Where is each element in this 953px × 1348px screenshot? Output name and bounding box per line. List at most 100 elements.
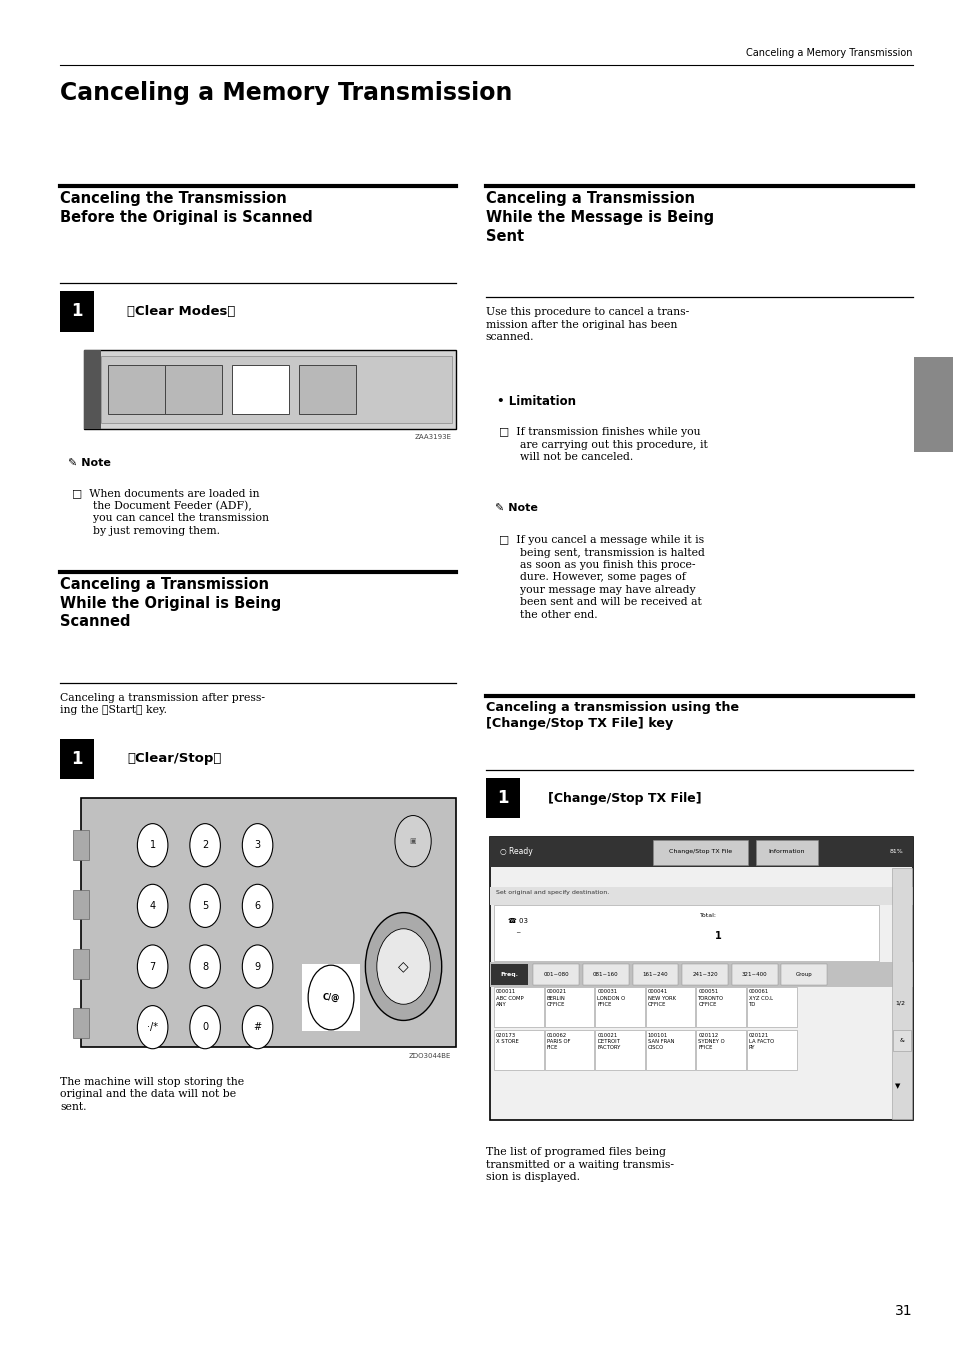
FancyBboxPatch shape [84,350,456,429]
Text: 000021
BERLIN
OFFICE: 000021 BERLIN OFFICE [546,989,566,1007]
Text: 241~320: 241~320 [692,972,717,977]
Text: 161~240: 161~240 [642,972,667,977]
Text: The list of programed files being
transmitted or a waiting transmis-
sion is dis: The list of programed files being transm… [485,1147,673,1182]
Text: 2: 2 [926,395,940,414]
FancyBboxPatch shape [533,964,578,985]
FancyBboxPatch shape [490,837,912,867]
Text: ✎ Note: ✎ Note [495,503,537,512]
Circle shape [376,929,430,1004]
Text: &: & [899,1038,904,1043]
FancyBboxPatch shape [645,1030,695,1070]
FancyBboxPatch shape [490,837,912,1120]
FancyBboxPatch shape [101,356,452,423]
Text: ▼: ▼ [894,1084,900,1089]
Text: 000011
ABC COMP
ANY: 000011 ABC COMP ANY [496,989,523,1007]
Circle shape [137,945,168,988]
FancyBboxPatch shape [696,1030,745,1070]
FancyBboxPatch shape [755,840,817,865]
Text: 020112
SYDNEY O
FFICE: 020112 SYDNEY O FFICE [698,1033,724,1050]
Text: □  If you cancel a message while it is
      being sent, transmission is halted
: □ If you cancel a message while it is be… [498,535,704,620]
FancyBboxPatch shape [913,357,953,452]
FancyBboxPatch shape [746,1030,796,1070]
Text: 010062
PARIS OF
FICE: 010062 PARIS OF FICE [546,1033,570,1050]
Text: 081~160: 081~160 [593,972,618,977]
Text: Canceling the Transmission
Before the Original is Scanned: Canceling the Transmission Before the Or… [60,191,313,225]
FancyBboxPatch shape [494,987,543,1027]
Text: Canceling a transmission using the
[Change/Stop TX File] key: Canceling a transmission using the [Chan… [485,701,738,731]
FancyBboxPatch shape [165,365,222,414]
FancyBboxPatch shape [632,964,678,985]
Text: ✎ Note: ✎ Note [68,458,111,468]
Text: Freq.: Freq. [500,972,517,977]
Text: Use this procedure to cancel a trans-
mission after the original has been
scanne: Use this procedure to cancel a trans- mi… [485,307,688,342]
Circle shape [242,884,273,927]
Text: Canceling a Transmission
While the Original is Being
Scanned: Canceling a Transmission While the Origi… [60,577,281,630]
Text: 100101
SAN FRAN
CISCO: 100101 SAN FRAN CISCO [647,1033,674,1050]
Text: The machine will stop storing the
original and the data will not be
sent.: The machine will stop storing the origin… [60,1077,244,1112]
Circle shape [242,824,273,867]
FancyBboxPatch shape [645,987,695,1027]
Text: Canceling a transmission after press-
ing the 【Start】 key.: Canceling a transmission after press- in… [60,693,265,716]
Text: 000041
NEW YORK
OFFICE: 000041 NEW YORK OFFICE [647,989,675,1007]
FancyBboxPatch shape [652,840,747,865]
Text: 3: 3 [254,840,260,851]
Text: 020173
X STORE: 020173 X STORE [496,1033,518,1043]
Text: 010021
DETROIT
FACTORY: 010021 DETROIT FACTORY [597,1033,620,1050]
Text: Set original and specify destination.: Set original and specify destination. [496,890,609,895]
Text: 0: 0 [202,1022,208,1033]
FancyBboxPatch shape [494,905,878,961]
Text: Canceling a Transmission
While the Message is Being
Sent: Canceling a Transmission While the Messa… [485,191,713,244]
Text: 【Clear/Stop】: 【Clear/Stop】 [127,752,221,766]
Text: Canceling a Memory Transmission: Canceling a Memory Transmission [745,49,912,58]
FancyBboxPatch shape [73,949,89,979]
Text: [Change/Stop TX File]: [Change/Stop TX File] [547,791,700,805]
Text: ▣: ▣ [410,838,416,844]
FancyBboxPatch shape [73,1008,89,1038]
Text: #: # [253,1022,261,1033]
Text: Change/Stop TX File: Change/Stop TX File [668,849,731,855]
FancyBboxPatch shape [582,964,628,985]
FancyBboxPatch shape [490,962,912,987]
FancyBboxPatch shape [681,964,727,985]
Text: 4: 4 [150,900,155,911]
Circle shape [137,1006,168,1049]
Text: 8: 8 [202,961,208,972]
Text: 1: 1 [497,789,508,807]
FancyBboxPatch shape [60,739,94,779]
Text: Information: Information [768,849,804,855]
FancyBboxPatch shape [491,964,527,985]
FancyBboxPatch shape [892,1030,910,1051]
Text: 000051
TORONTO
OFFICE: 000051 TORONTO OFFICE [698,989,723,1007]
Text: ZAA3193E: ZAA3193E [414,434,451,439]
FancyBboxPatch shape [891,868,911,1119]
FancyBboxPatch shape [731,964,777,985]
Text: 000061
XYZ CO.L
TD: 000061 XYZ CO.L TD [748,989,772,1007]
Text: 6: 6 [254,900,260,911]
Text: 2: 2 [202,840,208,851]
Text: • Limitation: • Limitation [497,395,576,408]
Text: Group: Group [795,972,812,977]
Text: 5: 5 [202,900,208,911]
FancyBboxPatch shape [544,987,594,1027]
Text: Canceling a Memory Transmission: Canceling a Memory Transmission [60,81,512,105]
Circle shape [190,824,220,867]
FancyBboxPatch shape [746,987,796,1027]
Circle shape [137,884,168,927]
Text: ○ Ready: ○ Ready [499,848,532,856]
Text: 321~400: 321~400 [741,972,766,977]
Text: ZDO3044BE: ZDO3044BE [409,1053,451,1058]
Circle shape [365,913,441,1020]
FancyBboxPatch shape [490,887,912,905]
Text: 1/2: 1/2 [894,1000,903,1006]
FancyBboxPatch shape [84,350,101,429]
FancyBboxPatch shape [494,1030,543,1070]
Text: 81%: 81% [889,849,902,855]
FancyBboxPatch shape [485,778,519,818]
Text: □  If transmission finishes while you
      are carrying out this procedure, it
: □ If transmission finishes while you are… [498,427,707,462]
Circle shape [137,824,168,867]
Text: 1: 1 [71,749,83,768]
Text: 001~080: 001~080 [543,972,568,977]
Text: Total:: Total: [700,913,717,918]
Text: 【Clear Modes】: 【Clear Modes】 [127,305,235,318]
Circle shape [190,945,220,988]
